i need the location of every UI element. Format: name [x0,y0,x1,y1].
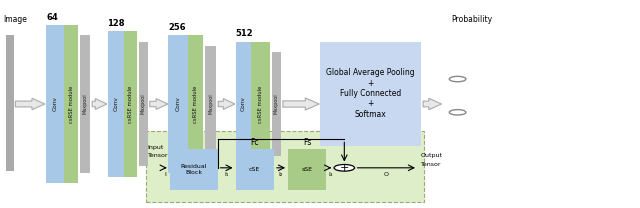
Text: Tensor: Tensor [148,154,168,158]
FancyBboxPatch shape [46,25,64,183]
Text: Probability: Probability [451,15,492,24]
Polygon shape [150,99,168,109]
Text: csRSE module: csRSE module [193,85,198,123]
Text: I₂: I₂ [279,172,283,177]
Text: Conv: Conv [113,97,118,111]
FancyBboxPatch shape [146,131,424,202]
Text: Tensor: Tensor [421,162,442,167]
Circle shape [334,165,355,171]
Polygon shape [218,99,235,109]
Text: 128: 128 [108,19,125,28]
Text: csRSE module: csRSE module [128,85,133,123]
FancyBboxPatch shape [170,149,218,190]
Polygon shape [283,98,319,110]
Text: Image: Image [3,15,27,24]
FancyBboxPatch shape [168,35,188,173]
Text: cSE: cSE [249,167,260,172]
Text: Input: Input [148,145,164,150]
Text: Fs: Fs [303,137,312,147]
Polygon shape [15,98,45,110]
FancyBboxPatch shape [6,35,14,171]
Text: Fc: Fc [250,137,259,147]
Circle shape [449,110,466,115]
Text: +: + [340,163,349,173]
FancyBboxPatch shape [320,42,421,146]
Polygon shape [92,99,107,109]
Circle shape [449,76,466,82]
FancyBboxPatch shape [80,35,90,173]
FancyBboxPatch shape [64,25,78,183]
Text: 256: 256 [168,23,186,32]
FancyBboxPatch shape [205,46,216,162]
Polygon shape [423,98,442,110]
FancyBboxPatch shape [139,42,148,166]
FancyBboxPatch shape [124,31,137,177]
Text: 64: 64 [46,13,58,22]
FancyBboxPatch shape [236,149,274,190]
Text: Residual
Block: Residual Block [180,164,207,175]
FancyBboxPatch shape [251,42,270,166]
Text: Maxpool: Maxpool [141,94,146,114]
FancyBboxPatch shape [288,149,326,190]
FancyBboxPatch shape [108,31,124,177]
Text: I: I [165,172,166,177]
Text: Conv: Conv [241,97,246,111]
Text: O: O [384,172,388,177]
Text: I₃: I₃ [328,172,332,177]
FancyBboxPatch shape [188,35,203,173]
Text: I₁: I₁ [225,172,228,177]
Text: Conv: Conv [175,97,180,111]
FancyBboxPatch shape [236,42,251,166]
FancyBboxPatch shape [272,52,281,156]
Text: Conv: Conv [52,97,58,111]
Text: Maxpool: Maxpool [208,94,213,114]
Text: Maxpool: Maxpool [274,94,279,114]
Text: Maxpool: Maxpool [83,94,88,114]
Text: Output: Output [421,154,443,158]
Text: Global Average Pooling
+
Fully Connected
+
Softmax: Global Average Pooling + Fully Connected… [326,68,415,119]
Text: 512: 512 [236,30,253,38]
Text: csRSE module: csRSE module [68,85,74,123]
Text: sSE: sSE [301,167,313,172]
Text: csRSE module: csRSE module [258,85,263,123]
